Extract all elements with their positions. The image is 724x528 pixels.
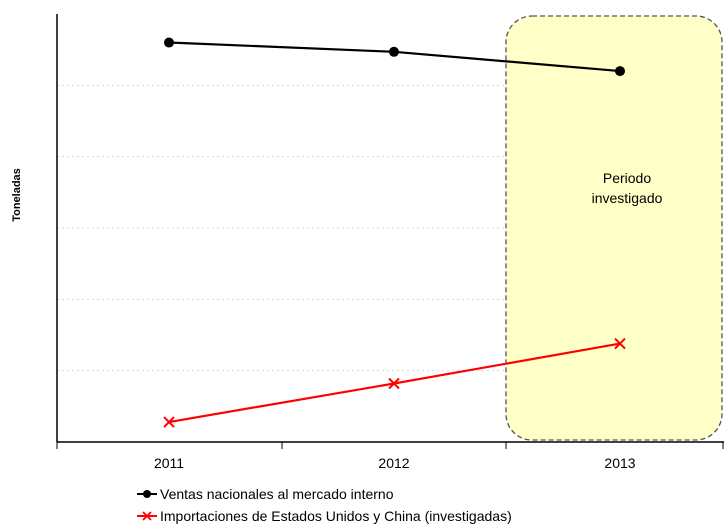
data-point-0-1	[389, 46, 399, 57]
period-label-line1: Periodo	[603, 170, 651, 186]
data-point-0-0	[164, 37, 174, 48]
x-tick-label-2013: 2013	[604, 455, 635, 471]
legend-label-ventas: Ventas nacionales al mercado interno	[160, 486, 394, 502]
legend: Ventas nacionales al mercado interno Imp…	[136, 483, 512, 527]
investigated-period-box	[505, 15, 723, 441]
legend-item-importaciones: Importaciones de Estados Unidos y China …	[136, 505, 512, 527]
x-tick-label-2011: 2011	[154, 455, 184, 471]
legend-label-importaciones: Importaciones de Estados Unidos y China …	[160, 508, 512, 524]
x-axis-ticks: 2011 2012 2013	[56, 442, 724, 471]
legend-item-ventas: Ventas nacionales al mercado interno	[136, 483, 512, 505]
y-axis-title: Toneladas	[11, 168, 23, 222]
data-point-0-2	[615, 66, 625, 77]
legend-marker-x-icon	[137, 511, 157, 521]
series-layer	[163, 37, 626, 428]
data-point-1-2	[614, 337, 626, 350]
chart: Periodo investigado 2011 2012 2013 Tonelad…	[11, 14, 724, 471]
period-label-line2: investigado	[592, 190, 663, 206]
x-tick-label-2012: 2012	[378, 455, 409, 471]
data-point-1-1	[388, 377, 400, 390]
legend-marker-circle-icon	[137, 490, 157, 498]
data-point-1-0	[163, 416, 175, 428]
